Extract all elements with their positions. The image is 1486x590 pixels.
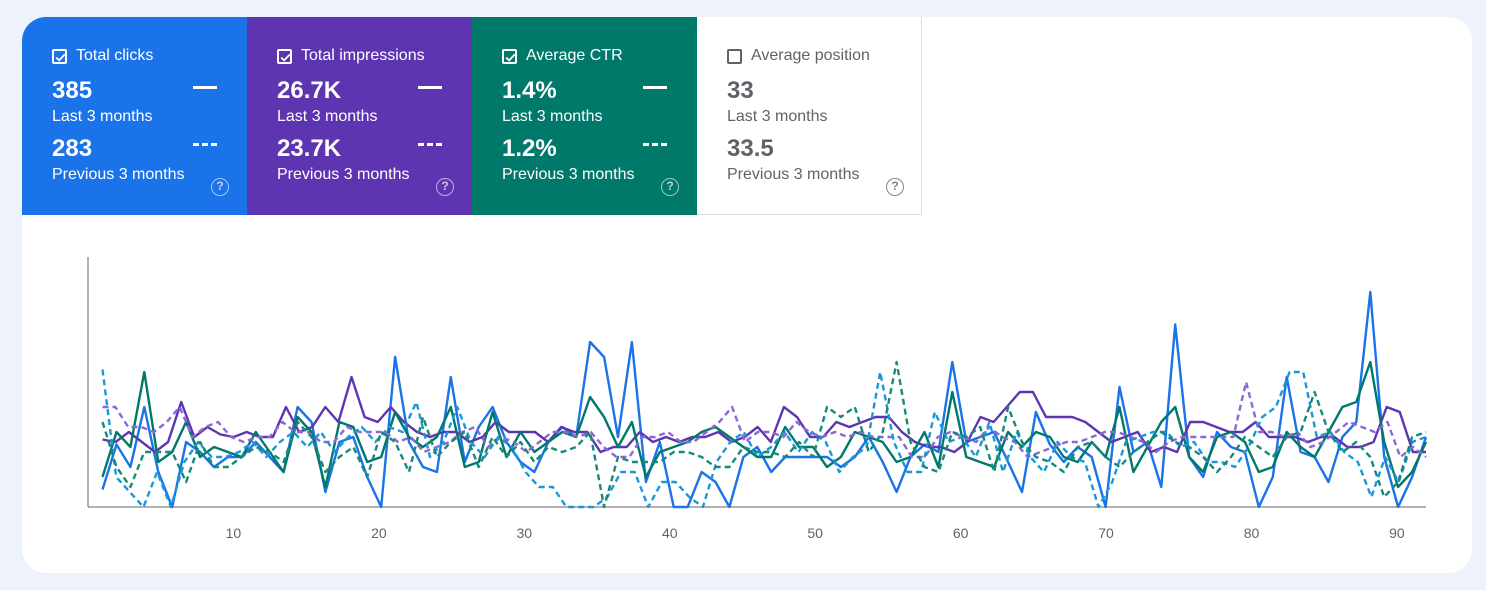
series-lines (101, 290, 1428, 509)
tile-label: Total impressions (301, 47, 425, 64)
x-tick-label: 50 (807, 525, 823, 541)
x-tick-label: 80 (1244, 525, 1260, 541)
metric-tiles: Total clicks 385 Last 3 months 283 Previ… (22, 17, 922, 215)
x-tick-labels: 10 20 30 40 50 60 70 80 90 (226, 525, 1405, 541)
previous-value: 283 (52, 135, 93, 162)
current-value: 1.4% (502, 77, 557, 104)
previous-period-label: Previous 3 months (727, 166, 860, 183)
x-tick-label: 40 (662, 525, 678, 541)
tile-total-impressions[interactable]: Total impressions 26.7K Last 3 months 23… (247, 17, 472, 215)
current-value: 26.7K (277, 77, 342, 104)
checkbox-icon[interactable] (502, 48, 517, 64)
checkbox-icon[interactable] (277, 48, 292, 64)
current-period-label: Last 3 months (277, 108, 378, 125)
current-period-label: Last 3 months (727, 108, 828, 125)
performance-line-chart: 10 20 30 40 50 60 70 80 90 (87, 257, 1428, 541)
dashed-line-legend-icon (643, 143, 667, 146)
solid-line-legend-icon (418, 86, 442, 89)
previous-value: 33.5 (727, 135, 774, 162)
tile-header: Average position (727, 47, 870, 65)
solid-line-legend-icon (193, 86, 217, 89)
tile-average-ctr[interactable]: Average CTR 1.4% Last 3 months 1.2% Prev… (472, 17, 697, 215)
help-icon[interactable]: ? (886, 178, 904, 196)
series-line-2 (101, 360, 1428, 489)
series-line-4 (101, 369, 1427, 509)
help-icon[interactable]: ? (436, 178, 454, 196)
current-period-label: Last 3 months (52, 108, 153, 125)
series-line-5 (101, 360, 1427, 509)
previous-value: 23.7K (277, 135, 342, 162)
current-value: 385 (52, 77, 93, 104)
help-icon[interactable]: ? (211, 178, 229, 196)
tile-header: Total clicks (52, 47, 153, 65)
x-tick-label: 30 (517, 525, 533, 541)
checkbox-icon[interactable] (52, 48, 67, 64)
series-line-3 (102, 380, 1427, 459)
x-tick-label: 20 (371, 525, 387, 541)
tile-label: Average position (751, 47, 870, 64)
previous-value: 1.2% (502, 135, 557, 162)
tile-average-position[interactable]: Average position 33 Last 3 months 33.5 P… (697, 17, 922, 215)
x-tick-label: 70 (1098, 525, 1114, 541)
current-period-label: Last 3 months (502, 108, 603, 125)
tile-total-clicks[interactable]: Total clicks 385 Last 3 months 283 Previ… (22, 17, 247, 215)
x-tick-label: 90 (1389, 525, 1405, 541)
tile-label: Average CTR (526, 47, 623, 64)
solid-line-legend-icon (643, 86, 667, 89)
current-value: 33 (727, 77, 754, 104)
tile-label: Total clicks (76, 47, 154, 64)
dashed-line-legend-icon (193, 143, 217, 146)
checkbox-icon[interactable] (727, 48, 742, 64)
help-icon[interactable]: ? (661, 178, 679, 196)
tile-header: Total impressions (277, 47, 425, 65)
x-tick-label: 60 (953, 525, 969, 541)
previous-period-label: Previous 3 months (52, 166, 185, 183)
x-tick-label: 10 (226, 525, 242, 541)
series-line-1 (102, 375, 1426, 454)
previous-period-label: Previous 3 months (277, 166, 410, 183)
performance-card: Total clicks 385 Last 3 months 283 Previ… (22, 17, 1472, 573)
series-line-0 (101, 290, 1428, 509)
tile-header: Average CTR (502, 47, 623, 65)
previous-period-label: Previous 3 months (502, 166, 635, 183)
dashed-line-legend-icon (418, 143, 442, 146)
